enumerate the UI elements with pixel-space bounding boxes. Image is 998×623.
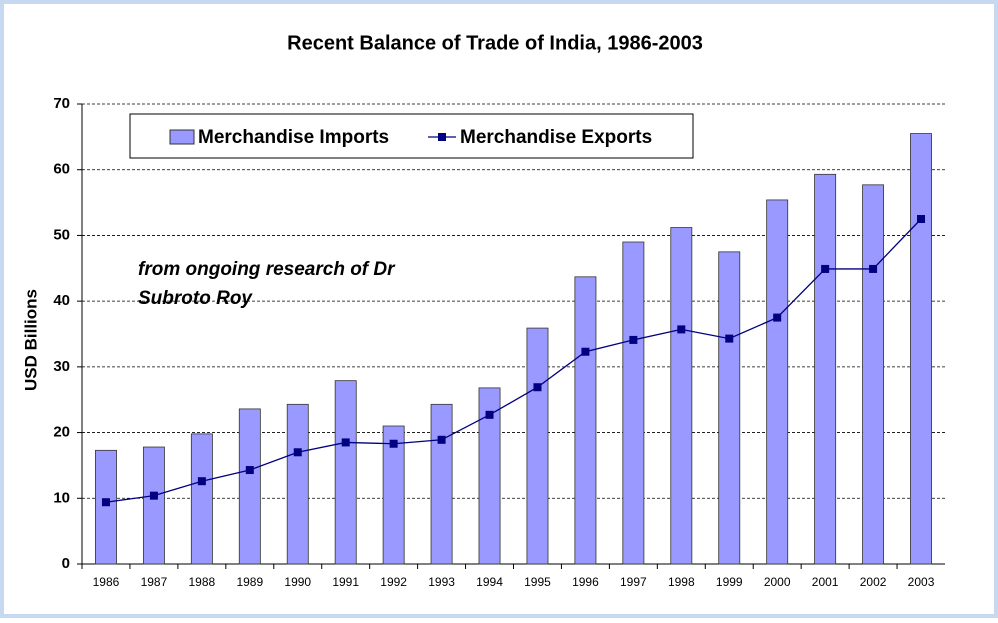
- x-tick-label: 1988: [189, 575, 216, 589]
- x-tick-label: 1997: [620, 575, 647, 589]
- bar: [286, 403, 309, 565]
- marker: [629, 335, 638, 344]
- y-tick-label: 40: [53, 292, 70, 309]
- marker: [389, 439, 398, 448]
- marker: [869, 264, 878, 273]
- annotation: from ongoing research of Dr: [138, 259, 396, 280]
- bar: [718, 251, 741, 565]
- marker: [341, 438, 350, 447]
- legend-label: Merchandise Exports: [460, 127, 652, 148]
- bar: [430, 403, 453, 565]
- annotation: Subroto Roy: [138, 288, 253, 309]
- legend-swatch: [438, 133, 446, 141]
- marker: [485, 410, 494, 419]
- line: [105, 218, 922, 503]
- x-tick-label: 1996: [572, 575, 599, 589]
- legend-swatch: [169, 129, 195, 145]
- bar: [670, 227, 693, 565]
- chart-title: Recent Balance of Trade of India, 1986-2…: [287, 32, 703, 54]
- bar: [814, 173, 837, 565]
- legend-box: [129, 113, 694, 159]
- y-tick-label: 0: [62, 555, 70, 572]
- y-tick-label: 60: [53, 161, 70, 178]
- bar: [190, 433, 213, 565]
- x-tick-label: 1998: [668, 575, 695, 589]
- x-tick-label: 2000: [764, 575, 791, 589]
- x-tick-label: 1987: [141, 575, 168, 589]
- marker: [101, 498, 110, 507]
- marker: [245, 466, 254, 475]
- marker: [437, 435, 446, 444]
- bar: [238, 408, 261, 565]
- bar: [478, 387, 501, 565]
- marker: [581, 347, 590, 356]
- bar: [382, 425, 405, 565]
- marker: [917, 215, 926, 223]
- x-tick-label: 2002: [860, 575, 887, 589]
- x-tick-label: 1994: [476, 575, 503, 589]
- bar: [142, 446, 165, 565]
- y-tick-label: 30: [53, 358, 70, 375]
- marker: [293, 448, 302, 457]
- marker: [197, 477, 206, 486]
- bar: [622, 241, 645, 565]
- marker: [821, 264, 830, 273]
- x-tick-label: 1992: [380, 575, 407, 589]
- x-tick-label: 2001: [812, 575, 839, 589]
- bar: [334, 380, 357, 565]
- x-tick-label: 1993: [428, 575, 455, 589]
- bar: [95, 449, 117, 565]
- marker: [149, 491, 158, 500]
- x-tick-label: 1999: [716, 575, 743, 589]
- x-tick-label: 1986: [93, 575, 120, 589]
- marker: [677, 325, 686, 334]
- marker: [725, 334, 734, 343]
- x-tick-label: 1989: [236, 575, 263, 589]
- y-tick-label: 70: [53, 95, 70, 112]
- bar: [574, 276, 597, 565]
- legend-label: Merchandise Imports: [198, 127, 389, 148]
- x-tick-label: 1990: [284, 575, 311, 589]
- x-tick-label: 2003: [908, 575, 935, 589]
- y-tick-label: 20: [53, 424, 70, 441]
- y-tick-label: 50: [53, 226, 70, 243]
- bar: [862, 184, 885, 565]
- bar: [766, 199, 789, 565]
- y-axis-label: USD Billions: [21, 289, 40, 391]
- bar: [910, 133, 932, 565]
- y-tick-label: 10: [53, 489, 70, 506]
- marker: [773, 313, 782, 322]
- marker: [533, 383, 542, 392]
- x-tick-label: 1995: [524, 575, 551, 589]
- bar: [526, 327, 549, 565]
- x-tick-label: 1991: [332, 575, 359, 589]
